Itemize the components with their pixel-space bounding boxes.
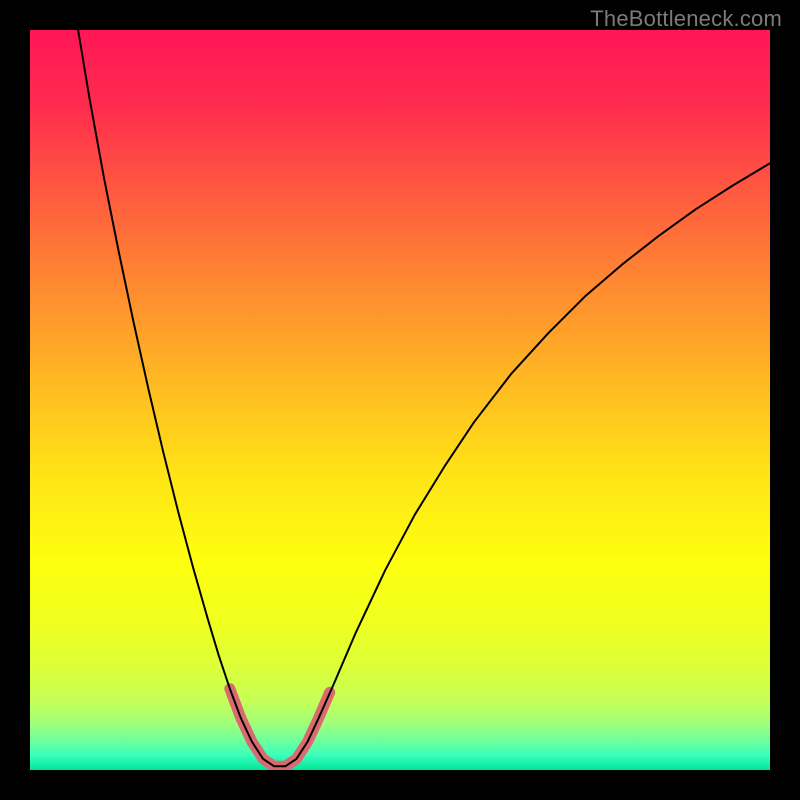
watermark-label: TheBottleneck.com bbox=[590, 6, 782, 32]
chart-frame: TheBottleneck.com bbox=[0, 0, 800, 800]
chart-svg bbox=[30, 30, 770, 770]
plot-area bbox=[30, 30, 770, 770]
